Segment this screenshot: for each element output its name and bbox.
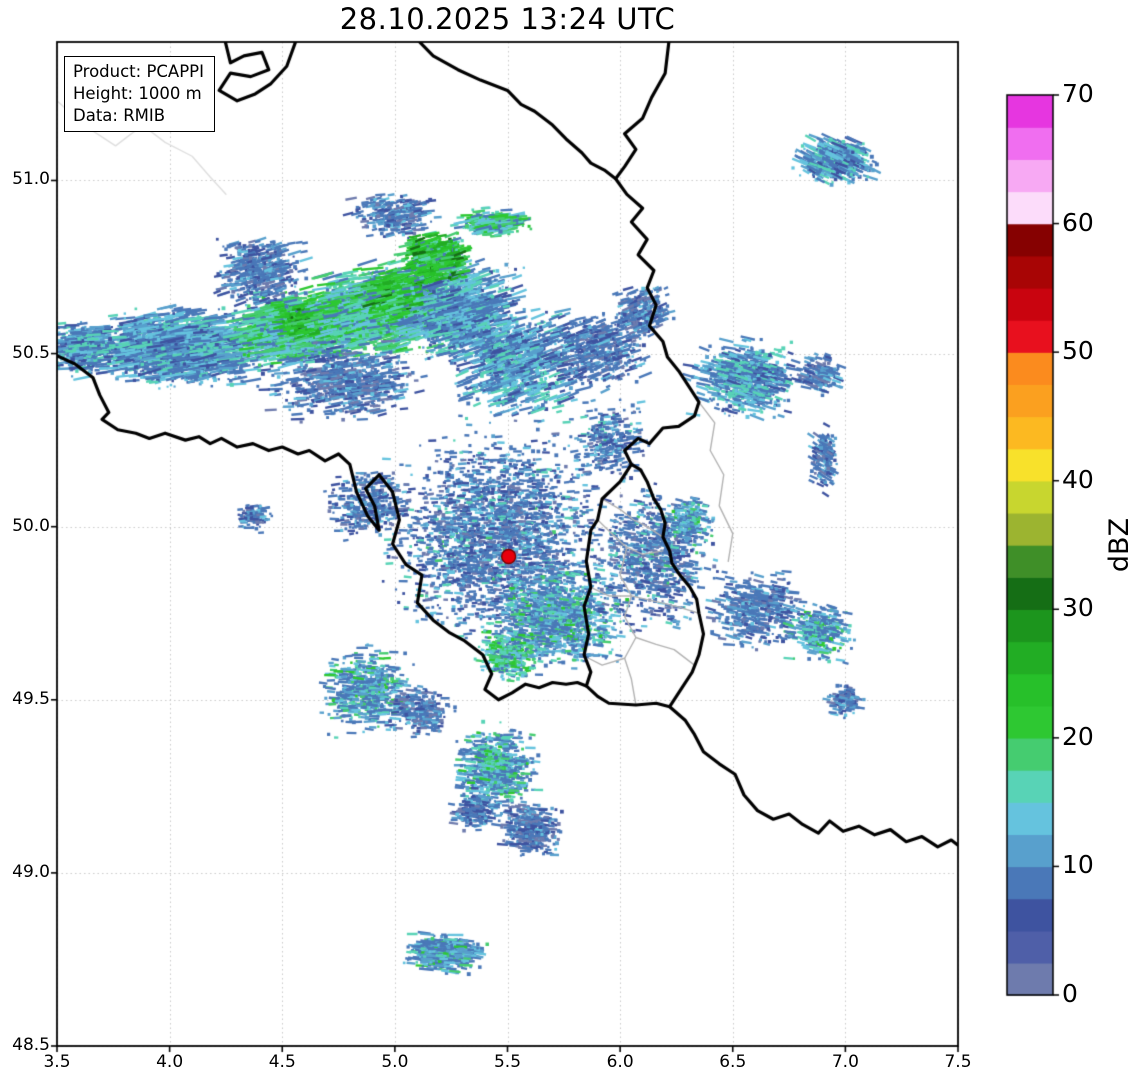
colorbar-tick-label: 30 bbox=[1062, 593, 1094, 623]
colorbar-axis-label: dBZ bbox=[1103, 517, 1135, 573]
x-tick-label: 4.0 bbox=[156, 1052, 184, 1072]
x-tick-label: 4.5 bbox=[268, 1052, 296, 1072]
x-tick-label: 7.5 bbox=[944, 1052, 972, 1072]
y-tick-label: 48.5 bbox=[12, 1035, 50, 1055]
product-info-source: Data: RMIB bbox=[73, 105, 166, 125]
product-info-box: Product: PCAPPI Height: 1000 m Data: RMI… bbox=[64, 56, 215, 133]
x-tick-label: 5.0 bbox=[381, 1052, 409, 1072]
y-tick-label: 49.5 bbox=[12, 688, 50, 709]
colorbar-tick-label: 10 bbox=[1062, 850, 1094, 880]
product-info-height: Height: 1000 m bbox=[73, 83, 202, 103]
x-tick-label: 3.5 bbox=[43, 1052, 71, 1072]
plot-title: 28.10.2025 13:24 UTC bbox=[339, 2, 676, 36]
colorbar-tick-label: 20 bbox=[1062, 721, 1094, 751]
colorbar-tick-label: 0 bbox=[1062, 979, 1078, 1008]
colorbar-tick-label: 40 bbox=[1062, 464, 1094, 494]
colorbar-tick-label: 50 bbox=[1062, 336, 1094, 366]
x-tick-label: 7.0 bbox=[831, 1052, 859, 1072]
y-tick-label: 51.0 bbox=[12, 169, 50, 190]
y-tick-label: 50.0 bbox=[12, 515, 50, 536]
x-tick-label: 5.5 bbox=[493, 1052, 522, 1072]
colorbar-tick-label: 60 bbox=[1062, 207, 1094, 237]
y-tick-label: 50.5 bbox=[12, 342, 50, 363]
product-info-product: Product: PCAPPI bbox=[73, 62, 204, 81]
y-tick-label: 49.0 bbox=[12, 861, 50, 882]
x-tick-label: 6.0 bbox=[606, 1052, 634, 1072]
x-tick-label: 6.5 bbox=[719, 1052, 747, 1072]
colorbar-tick-label: 70 bbox=[1062, 79, 1094, 108]
